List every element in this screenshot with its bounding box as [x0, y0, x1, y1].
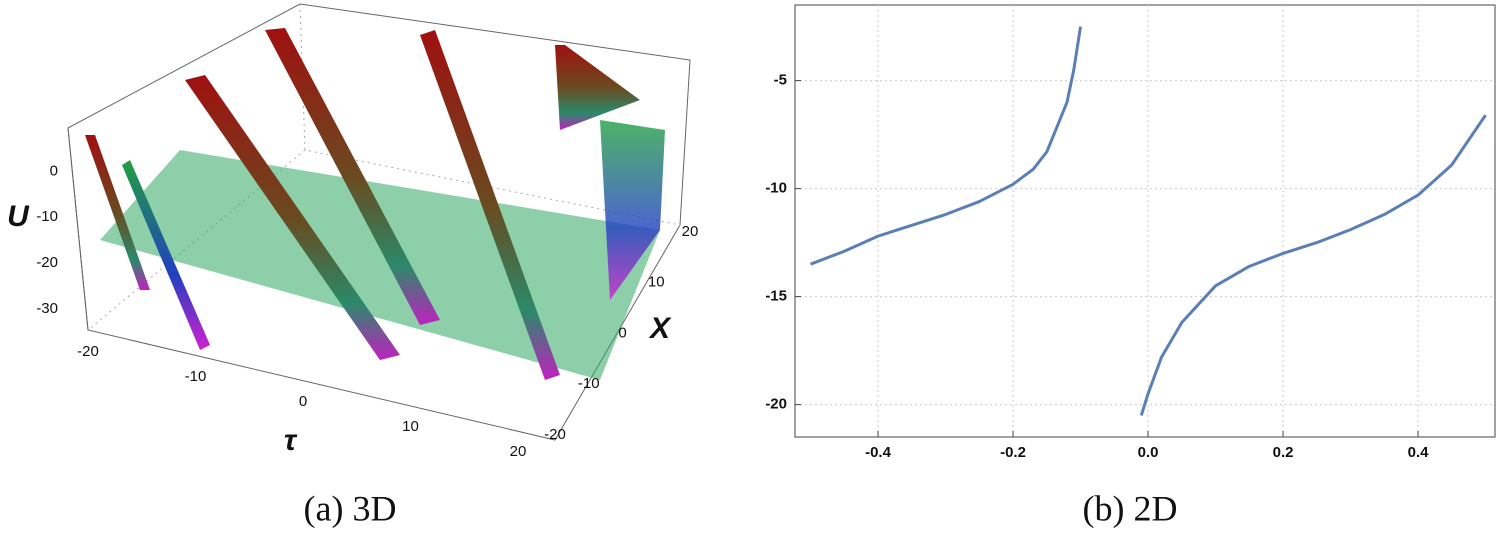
y-axis-label: X — [648, 312, 672, 345]
plot-frame — [794, 4, 1496, 438]
y-tick-label: -10 — [578, 375, 600, 392]
x-tick-label: 0.4 — [1408, 444, 1430, 461]
z-axis-label: U — [7, 200, 30, 233]
x-tick-label: -20 — [77, 343, 99, 360]
x-tick-label: -0.4 — [865, 444, 892, 461]
box-back — [87, 149, 306, 331]
box-edge — [67, 127, 89, 331]
box-back — [299, 3, 681, 226]
y-tick-label: -10 — [765, 180, 787, 197]
y-tick-label: 10 — [648, 274, 665, 291]
y-tick-label: 20 — [682, 223, 699, 240]
x-tick-label: 0.2 — [1273, 444, 1294, 461]
surface — [100, 150, 660, 380]
x-tick-label: 20 — [510, 443, 527, 460]
caption: (b) 2D — [1083, 488, 1178, 528]
caption: (a) 3D — [304, 488, 397, 528]
x-tick-label: -10 — [185, 368, 207, 385]
surface-wall — [555, 45, 640, 130]
surface-wall — [185, 75, 400, 360]
y-tick-label: -15 — [765, 288, 787, 305]
line-series — [809, 26, 1487, 416]
panel-3d: U τ X (a) 3D -20 -10 0 10 20 -20 -10 0 10 20 -30 -2… — [7, 3, 699, 528]
surface-wall — [600, 120, 665, 300]
x-tick-label: 10 — [402, 418, 419, 435]
y-tick-label: -20 — [765, 396, 787, 413]
surface-wall — [265, 28, 440, 325]
z-tick-label: -20 — [36, 254, 58, 271]
panel-2d: (b) 2D -0.4 -0.2 0.0 0.2 0.4 -20 -15 -10 -5 — [765, 4, 1496, 528]
surface-wall — [420, 30, 560, 380]
z-tick-label: -30 — [36, 300, 58, 317]
z-tick-label: -10 — [36, 208, 58, 225]
x-tick-label: -0.2 — [1000, 444, 1026, 461]
x-tick-label: 0.0 — [1138, 444, 1159, 461]
surface-wall — [85, 135, 150, 290]
surface-wall — [122, 160, 210, 350]
z-tick-label: 0 — [50, 162, 58, 179]
x-tick-label: 0 — [299, 393, 307, 410]
x-axis-label: τ — [284, 424, 298, 457]
y-tick-label: -20 — [544, 426, 566, 443]
y-tick-label: 0 — [618, 324, 626, 341]
y-tick-label: -5 — [774, 72, 787, 89]
